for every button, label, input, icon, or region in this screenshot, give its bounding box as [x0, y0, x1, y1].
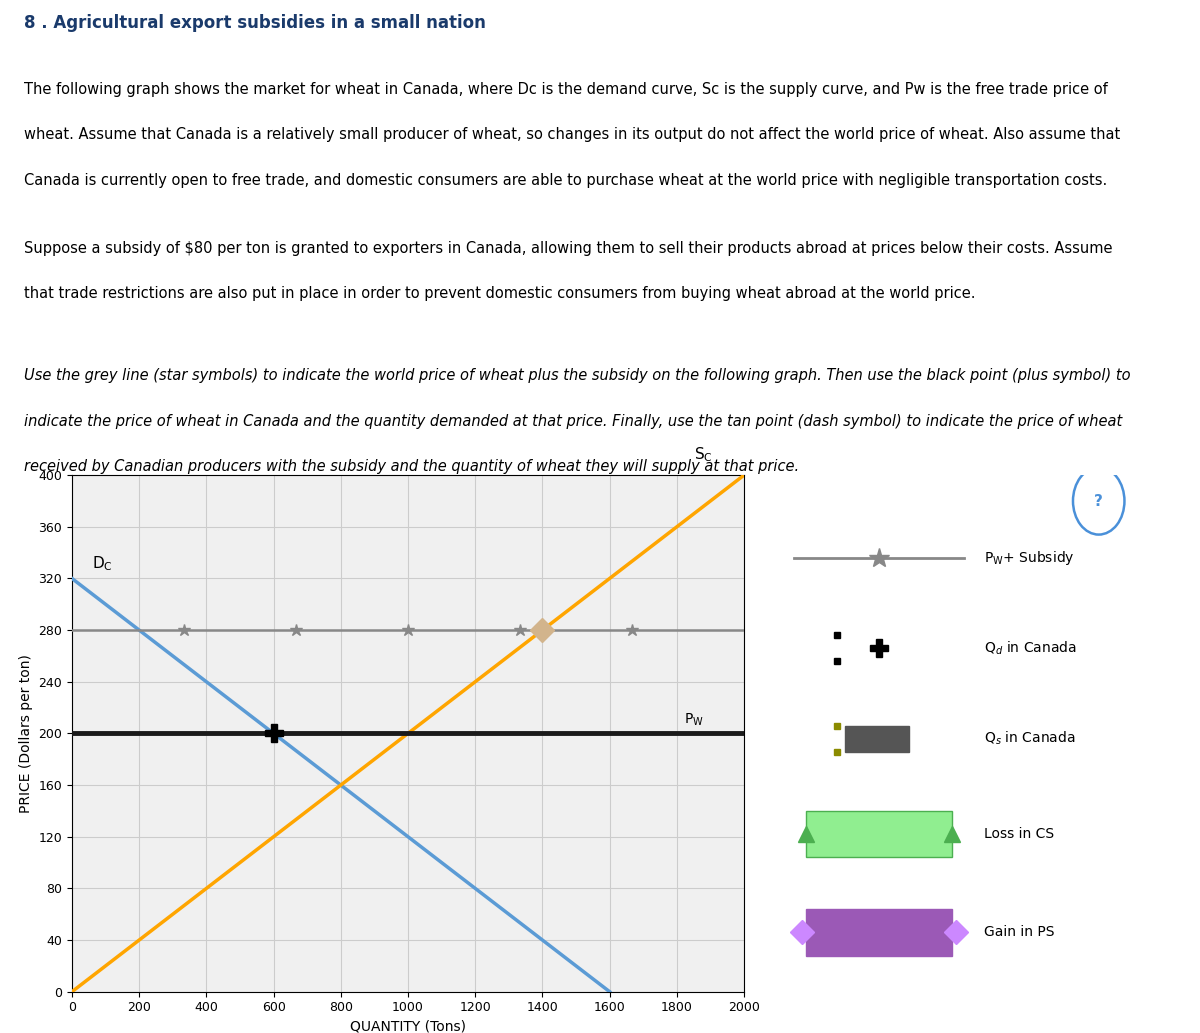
Text: Gain in PS: Gain in PS — [984, 926, 1055, 939]
Text: Use the grey line (star symbols) to indicate the world price of wheat plus the s: Use the grey line (star symbols) to indi… — [24, 368, 1130, 383]
Text: wheat. Assume that Canada is a relatively small producer of wheat, so changes in: wheat. Assume that Canada is a relativel… — [24, 127, 1121, 143]
Text: Canada is currently open to free trade, and domestic consumers are able to purch: Canada is currently open to free trade, … — [24, 173, 1108, 188]
Text: P$_\mathrm{W}$+ Subsidy: P$_\mathrm{W}$+ Subsidy — [984, 549, 1074, 567]
Text: 8 . Agricultural export subsidies in a small nation: 8 . Agricultural export subsidies in a s… — [24, 13, 486, 32]
Text: P$_\mathrm{W}$: P$_\mathrm{W}$ — [684, 711, 703, 727]
FancyBboxPatch shape — [805, 811, 953, 857]
FancyBboxPatch shape — [845, 725, 908, 752]
Text: The following graph shows the market for wheat in Canada, where Dᴄ is the demand: The following graph shows the market for… — [24, 82, 1108, 97]
Text: S$_\mathrm{C}$: S$_\mathrm{C}$ — [694, 445, 713, 465]
Text: Q$_s$ in Canada: Q$_s$ in Canada — [984, 730, 1075, 747]
Text: received by Canadian producers with the subsidy and the quantity of wheat they w: received by Canadian producers with the … — [24, 459, 799, 474]
X-axis label: QUANTITY (Tons): QUANTITY (Tons) — [350, 1020, 466, 1033]
Text: indicate the price of wheat in Canada and the quantity demanded at that price. F: indicate the price of wheat in Canada an… — [24, 413, 1122, 429]
Text: Loss in CS: Loss in CS — [984, 827, 1054, 841]
FancyBboxPatch shape — [805, 909, 953, 956]
Text: ?: ? — [1094, 494, 1103, 508]
Text: that trade restrictions are also put in place in order to prevent domestic consu: that trade restrictions are also put in … — [24, 286, 976, 302]
Text: Q$_d$ in Canada: Q$_d$ in Canada — [984, 639, 1076, 657]
Text: D$_\mathrm{C}$: D$_\mathrm{C}$ — [92, 554, 113, 573]
Y-axis label: PRICE (Dollars per ton): PRICE (Dollars per ton) — [19, 654, 32, 813]
Text: Suppose a subsidy of $80 per ton is granted to exporters in Canada, allowing the: Suppose a subsidy of $80 per ton is gran… — [24, 241, 1112, 256]
